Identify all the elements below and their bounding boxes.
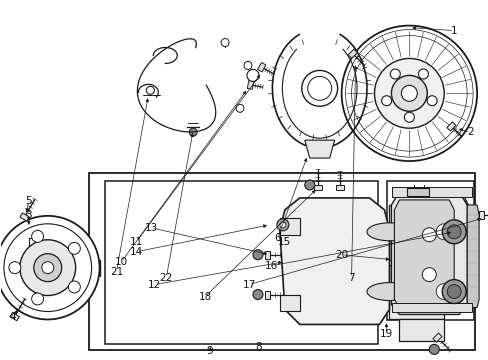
Text: 22: 22	[160, 273, 173, 283]
Bar	[392, 187, 471, 197]
Polygon shape	[20, 213, 29, 221]
Text: 19: 19	[379, 329, 392, 339]
Circle shape	[341, 26, 476, 161]
Circle shape	[418, 69, 427, 79]
Circle shape	[404, 112, 413, 122]
Ellipse shape	[421, 223, 466, 241]
Circle shape	[34, 254, 61, 282]
Text: 9: 9	[206, 346, 213, 356]
Circle shape	[428, 345, 438, 354]
Circle shape	[0, 216, 100, 319]
Text: 2: 2	[466, 127, 472, 137]
Circle shape	[441, 280, 465, 303]
Text: 10: 10	[115, 257, 128, 267]
Polygon shape	[407, 188, 428, 196]
Circle shape	[435, 224, 451, 240]
Polygon shape	[279, 218, 299, 235]
Polygon shape	[335, 185, 343, 190]
Text: 11: 11	[129, 237, 143, 247]
Polygon shape	[432, 333, 441, 342]
Text: 14: 14	[129, 247, 143, 257]
Circle shape	[9, 262, 21, 274]
Circle shape	[32, 230, 43, 242]
Text: 16: 16	[264, 261, 278, 271]
Circle shape	[401, 85, 416, 101]
Bar	[386, 181, 473, 320]
Polygon shape	[279, 198, 388, 324]
Circle shape	[68, 281, 80, 293]
Polygon shape	[404, 197, 470, 311]
Text: 18: 18	[198, 292, 211, 302]
Ellipse shape	[421, 283, 466, 301]
Bar	[104, 181, 378, 345]
Circle shape	[246, 69, 259, 81]
Circle shape	[276, 219, 288, 231]
Polygon shape	[257, 63, 265, 72]
Circle shape	[435, 284, 451, 300]
Circle shape	[304, 180, 314, 190]
Circle shape	[221, 39, 228, 46]
Circle shape	[279, 222, 285, 228]
Polygon shape	[264, 251, 269, 259]
Text: 3: 3	[25, 210, 32, 220]
Bar	[399, 319, 443, 341]
Polygon shape	[394, 200, 453, 307]
Circle shape	[32, 293, 43, 305]
Text: 4: 4	[10, 312, 16, 323]
Text: 17: 17	[242, 280, 255, 289]
Circle shape	[441, 220, 465, 244]
Circle shape	[422, 228, 435, 242]
Circle shape	[374, 58, 443, 128]
Text: 1: 1	[450, 26, 457, 36]
Ellipse shape	[366, 283, 411, 301]
Circle shape	[189, 128, 197, 136]
Ellipse shape	[366, 223, 411, 241]
Bar	[88, 173, 474, 350]
Text: 20: 20	[334, 250, 347, 260]
Text: 5: 5	[25, 196, 32, 206]
Circle shape	[390, 75, 427, 111]
Circle shape	[252, 250, 263, 260]
Text: 8: 8	[255, 342, 262, 352]
Polygon shape	[247, 81, 253, 89]
Circle shape	[422, 268, 435, 282]
Text: 21: 21	[110, 267, 123, 276]
Text: 13: 13	[144, 223, 158, 233]
Circle shape	[252, 289, 263, 300]
Polygon shape	[279, 294, 299, 311]
Polygon shape	[313, 185, 321, 190]
Bar	[392, 302, 471, 312]
Circle shape	[381, 96, 391, 106]
Circle shape	[244, 62, 251, 69]
Circle shape	[389, 69, 400, 79]
Text: 6: 6	[274, 233, 281, 243]
Bar	[388, 265, 443, 319]
Circle shape	[426, 96, 436, 106]
Polygon shape	[478, 211, 483, 219]
Polygon shape	[347, 49, 357, 58]
Bar	[388, 205, 443, 260]
Circle shape	[447, 285, 460, 298]
Polygon shape	[390, 192, 466, 315]
Polygon shape	[446, 122, 455, 131]
Circle shape	[301, 71, 337, 106]
Polygon shape	[10, 312, 20, 321]
Text: 12: 12	[147, 280, 161, 289]
Circle shape	[20, 240, 76, 296]
Text: 15: 15	[278, 237, 291, 247]
Polygon shape	[264, 291, 269, 298]
Circle shape	[236, 104, 244, 112]
Text: 7: 7	[347, 273, 354, 283]
Circle shape	[68, 242, 80, 254]
Polygon shape	[463, 205, 478, 307]
Polygon shape	[304, 140, 334, 158]
Circle shape	[41, 262, 54, 274]
Circle shape	[447, 225, 460, 239]
Circle shape	[146, 86, 154, 94]
